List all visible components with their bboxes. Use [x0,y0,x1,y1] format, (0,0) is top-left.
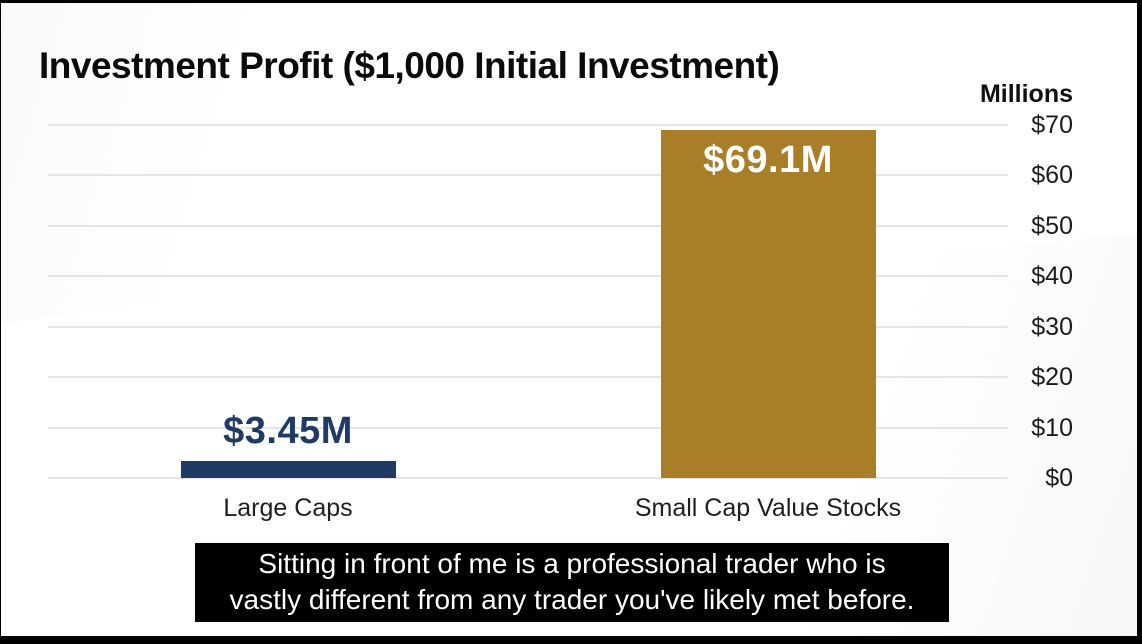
y-tick-label: $30 [1031,312,1073,341]
y-tick-label: $50 [1031,211,1073,240]
x-category-label: Large Caps [223,494,353,522]
y-tick-label: $40 [1031,262,1073,291]
caption-line-2: vastly different from any trader you've … [229,584,915,615]
x-axis-labels: Large Caps Small Cap Value Stocks [48,493,1008,527]
y-tick-label: $60 [1031,161,1073,190]
bar-large-caps [181,461,396,478]
y-tick-label: $0 [1045,464,1073,492]
gridline [48,124,1008,126]
gridline [48,325,1008,328]
gridline [48,376,1008,379]
gridline [48,224,1008,227]
y-axis-unit-label: Millions [979,80,1073,108]
bar-small-cap-value-stocks [661,130,876,478]
bar-value-label: $3.45M [223,410,353,452]
gridline [48,477,1008,479]
y-axis: $70 $60 $50 $40 $30 $20 $10 $0 [1013,111,1073,492]
gridline [48,275,1008,278]
gridline [48,174,1008,177]
subtitle-caption: Sitting in front of me is a professional… [195,543,949,622]
plot-area: $3.45M $69.1M [48,124,1008,479]
bar-value-label: $69.1M [703,139,833,181]
caption-line-1: Sitting in front of me is a professional… [258,548,886,579]
x-category-label: Small Cap Value Stocks [634,494,902,522]
y-tick-label: $10 [1031,413,1073,442]
chart-title: Investment Profit ($1,000 Initial Invest… [39,45,780,86]
gridline [48,426,1008,429]
slide-background: Investment Profit ($1,000 Initial Invest… [1,3,1137,636]
y-tick-label: $20 [1031,363,1073,392]
y-tick-label: $70 [1031,111,1073,139]
